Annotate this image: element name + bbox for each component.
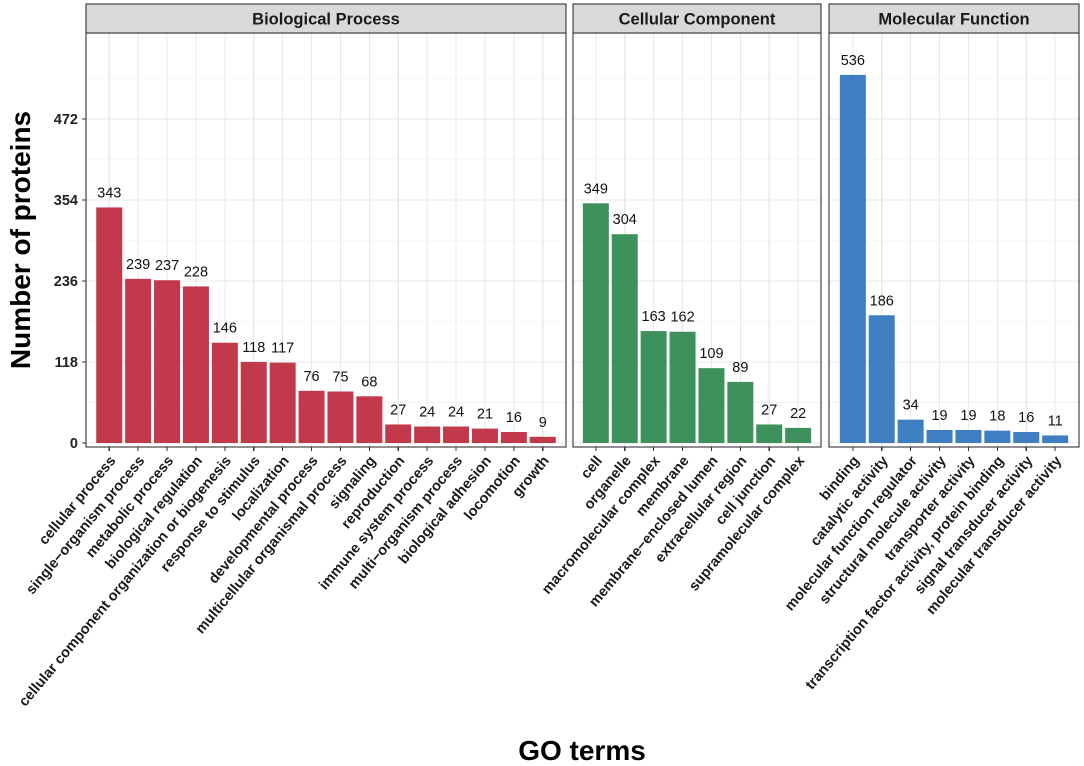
bar-biological-adhesion [471, 428, 498, 443]
y-tick-label-236: 236 [54, 274, 78, 290]
y-tick-label-118: 118 [55, 355, 78, 371]
value-label-cellular-component-organization-or-biogenesis: 146 [213, 321, 237, 337]
facet-strip-biological-process [85, 3, 567, 34]
facet-strip-cellular-component [572, 3, 822, 34]
bar-transporter-activity [955, 429, 982, 443]
facet-panels: 343 239 237 228 146 118 117 76 75 68 27 24 24 21 16 9 Bi… [16, 3, 1080, 710]
panel-biological-process: 343 239 237 228 146 118 117 76 75 68 27 24 24 21 16 9 Bi… [16, 3, 567, 710]
bar-signal-transducer-activity [1013, 432, 1040, 443]
value-label-cellular-process: 343 [97, 185, 121, 201]
value-label-reproduction: 27 [390, 402, 406, 418]
value-label-cell: 349 [584, 181, 608, 197]
panel-background [829, 33, 1079, 447]
bar-cell [582, 203, 609, 443]
bar-cell-junction [756, 424, 783, 443]
bar-growth [529, 436, 556, 443]
bar-molecular-transducer-activity [1042, 435, 1069, 443]
y-axis-title: Number of proteins [5, 111, 36, 369]
y-tick-label-472: 472 [54, 112, 78, 128]
facet-title-biological-process: Biological Process [252, 11, 400, 29]
value-label-signaling: 68 [361, 374, 377, 390]
bar-extracellular-region [727, 381, 754, 443]
bar-multi-organism-process [443, 426, 470, 443]
value-label-metabolic-process: 237 [155, 258, 179, 274]
bar-signaling [356, 396, 383, 443]
y-tick-label-354: 354 [54, 193, 78, 209]
panel-background [573, 33, 821, 447]
bar-binding [839, 74, 866, 444]
bar-multicellular-organismal-process [327, 391, 354, 443]
bar-transcription-factor-activity-protein-binding [984, 430, 1011, 443]
value-label-supramolecular-complex: 22 [790, 406, 806, 422]
value-label-organelle: 304 [613, 212, 637, 228]
value-label-macromolecular-complex: 163 [642, 309, 666, 325]
bar-localization [269, 362, 296, 443]
value-label-signal-transducer-activity: 16 [1018, 410, 1034, 426]
bar-organelle [611, 234, 638, 443]
value-label-cell-junction: 27 [761, 402, 777, 418]
bar-structural-molecule-activity [926, 429, 953, 443]
value-label-localization: 117 [271, 341, 294, 357]
value-label-developmental-process: 76 [303, 369, 319, 385]
value-label-locomotion: 16 [506, 410, 522, 426]
value-label-transcription-factor-activity-protein-binding: 18 [989, 409, 1005, 425]
bar-response-to-stimulus [240, 361, 267, 443]
bar-cellular-component-organization-or-biogenesis [211, 342, 238, 443]
value-label-extracellular-region: 89 [732, 360, 748, 376]
value-label-biological-regulation: 228 [184, 264, 208, 280]
value-label-immune-system-process: 24 [419, 405, 435, 421]
bar-reproduction [385, 424, 412, 443]
value-label-catalytic-activity: 186 [870, 293, 894, 309]
value-label-molecular-transducer-activity: 11 [1048, 413, 1063, 429]
y-tick-label-0: 0 [70, 436, 78, 452]
value-label-biological-adhesion: 21 [477, 407, 493, 423]
bar-immune-system-process [414, 426, 441, 443]
bar-locomotion [500, 432, 527, 443]
facet-title-molecular-function: Molecular Function [878, 11, 1029, 29]
value-label-multicellular-organismal-process: 75 [332, 369, 348, 385]
value-label-molecular-function-regulator: 34 [903, 398, 919, 414]
bar-developmental-process [298, 390, 325, 443]
bar-supramolecular-complex [785, 427, 812, 443]
bar-single-organism-process [125, 278, 152, 443]
facet-strip-molecular-function [828, 3, 1080, 34]
bar-macromolecular-complex [640, 331, 667, 443]
bar-cellular-process [96, 207, 123, 443]
value-label-growth: 9 [539, 415, 547, 431]
bar-metabolic-process [154, 280, 181, 443]
value-label-transporter-activity: 19 [960, 408, 976, 424]
bar-biological-regulation [182, 286, 209, 443]
x-axis-title: GO terms [518, 735, 646, 766]
x-tick-label-macromolecular-complex: macromolecular complex [539, 453, 664, 597]
facet-title-cellular-component: Cellular Component [619, 11, 776, 29]
bar-catalytic-activity [868, 315, 895, 443]
bar-membrane [669, 331, 696, 443]
value-label-membrane: 162 [670, 310, 694, 326]
value-label-multi-organism-process: 24 [448, 405, 464, 421]
value-label-structural-molecule-activity: 19 [931, 408, 947, 424]
value-label-response-to-stimulus: 118 [242, 340, 265, 356]
bar-molecular-function-regulator [897, 419, 924, 443]
y-axis: 0 118 236 354 472 [54, 112, 86, 452]
value-label-binding: 536 [841, 53, 865, 69]
value-label-single-organism-process: 239 [126, 257, 150, 273]
value-label-membrane-enclosed-lumen: 109 [699, 346, 723, 362]
bar-membrane-enclosed-lumen [698, 368, 725, 443]
